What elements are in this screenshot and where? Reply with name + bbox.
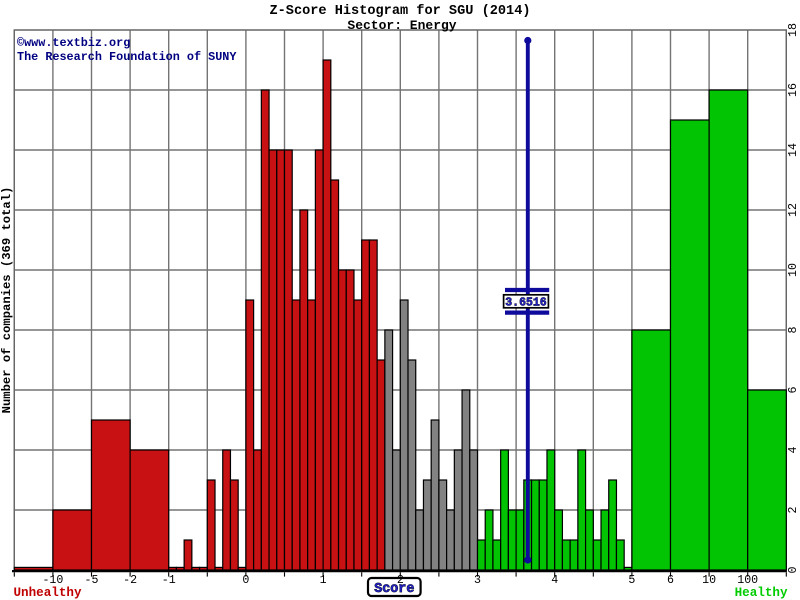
svg-text:Score: Score — [374, 582, 414, 597]
svg-text:14: 14 — [787, 143, 800, 157]
svg-text:Z-Score Histogram for SGU (201: Z-Score Histogram for SGU (2014) — [269, 4, 530, 19]
svg-text:10: 10 — [787, 263, 800, 277]
svg-text:8: 8 — [787, 326, 800, 333]
svg-text:Sector: Energy: Sector: Energy — [347, 18, 456, 33]
svg-text:100: 100 — [737, 574, 758, 587]
svg-text:4: 4 — [787, 446, 800, 453]
svg-text:-5: -5 — [85, 574, 99, 587]
svg-text:16: 16 — [787, 83, 800, 97]
svg-text:Number of companies (369 total: Number of companies (369 total) — [0, 187, 14, 414]
svg-text:1: 1 — [320, 574, 327, 587]
svg-text:18: 18 — [787, 23, 800, 37]
svg-text:2: 2 — [397, 574, 404, 587]
svg-text:Unhealthy: Unhealthy — [14, 586, 82, 600]
svg-text:The Research Foundation of SUN: The Research Foundation of SUNY — [17, 50, 237, 64]
svg-text:-1: -1 — [162, 574, 176, 587]
svg-text:6: 6 — [787, 386, 800, 393]
svg-text:2: 2 — [787, 506, 800, 513]
svg-text:3: 3 — [474, 574, 481, 587]
svg-text:10: 10 — [702, 574, 716, 587]
svg-text:12: 12 — [787, 203, 800, 217]
svg-text:©www.textbiz.org: ©www.textbiz.org — [17, 36, 130, 50]
svg-text:Healthy: Healthy — [735, 586, 788, 600]
svg-text:3.6516: 3.6516 — [505, 296, 547, 309]
svg-text:4: 4 — [551, 574, 558, 587]
svg-text:-2: -2 — [123, 574, 137, 587]
svg-text:0: 0 — [787, 566, 800, 573]
svg-text:0: 0 — [242, 574, 249, 587]
svg-text:5: 5 — [628, 574, 635, 587]
svg-text:-10: -10 — [42, 574, 63, 587]
svg-text:6: 6 — [667, 574, 674, 587]
